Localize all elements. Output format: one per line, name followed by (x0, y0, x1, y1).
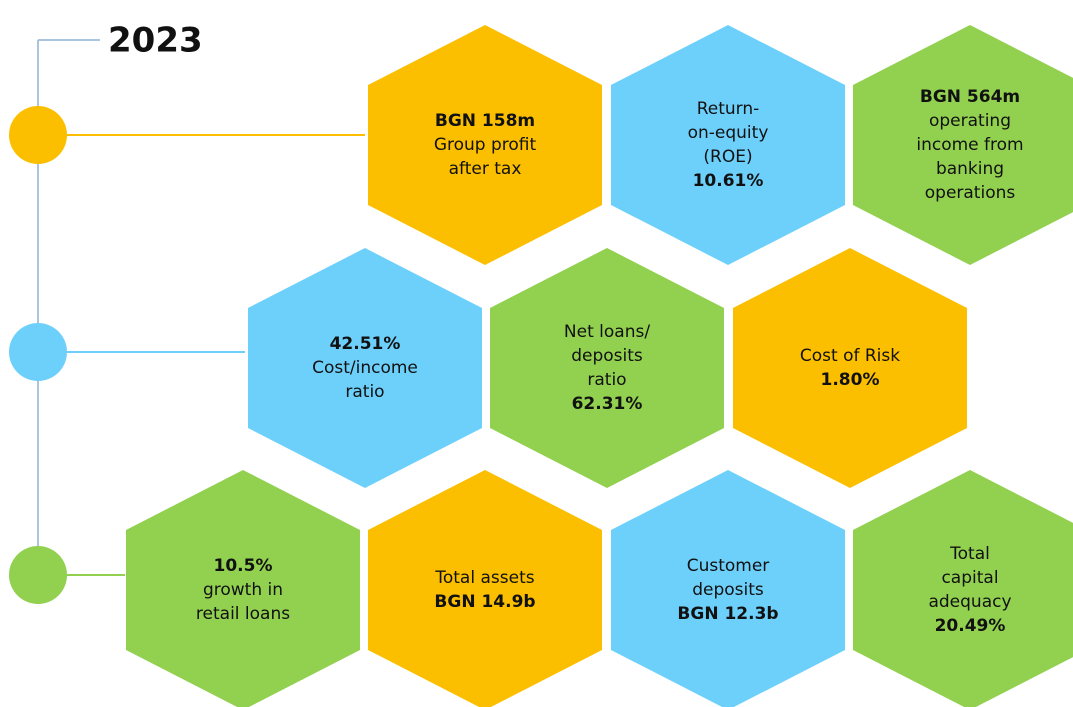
hexagon-text: growth in (203, 580, 283, 600)
hexagon-text: 20.49% (935, 616, 1006, 636)
hexagon-text: 42.51% (330, 334, 401, 354)
hexagon-text: Total (949, 544, 990, 564)
year: 2023 (108, 21, 203, 61)
hexagon-text: on-equity (688, 123, 769, 143)
hexagon-text: capital (941, 568, 998, 588)
timeline-marker (9, 546, 67, 604)
hexagon-text: Total assets (434, 568, 534, 588)
hexagon-text: deposits (571, 346, 643, 366)
hexagon-text: Customer (687, 556, 770, 576)
hexagon-text: (ROE) (703, 147, 752, 167)
hexagon-text: BGN 12.3b (677, 604, 778, 624)
hexagon (733, 248, 967, 488)
hexagon-text: income from (916, 135, 1023, 155)
hexagon (611, 25, 845, 265)
hexagon-text: Return- (697, 99, 760, 119)
hexagon-text: Cost of Risk (800, 346, 900, 366)
hexagon (126, 470, 360, 707)
timeline-marker (9, 323, 67, 381)
hexagon-text: adequacy (928, 592, 1011, 612)
hexagon-text: Net loans/ (564, 322, 650, 342)
hexagon (368, 470, 602, 707)
hexagon-text: 1.80% (821, 370, 880, 390)
hexagon (853, 470, 1073, 707)
hexagon-text: BGN 14.9b (434, 592, 535, 612)
hexagon-text: operating (929, 111, 1011, 131)
hexagon (490, 248, 724, 488)
hexagon-text: ratio (587, 370, 626, 390)
hexagon-text: BGN 564m (920, 87, 1020, 107)
hexagon-text: BGN 158m (435, 111, 535, 131)
hexagon-text: Group profit (434, 135, 537, 155)
hexagon (853, 25, 1073, 265)
hexagon (368, 25, 602, 265)
hexagon-text: 10.5% (214, 556, 273, 576)
hexagon-text: ratio (345, 382, 384, 402)
hexagon-text: Cost/income (312, 358, 418, 378)
hexagon-text: operations (925, 183, 1016, 203)
hexagon (248, 248, 482, 488)
hexagon-text: banking (936, 159, 1004, 179)
hexagon-text: 62.31% (572, 394, 643, 414)
hexagon-text: deposits (692, 580, 764, 600)
hexagon-text: 10.61% (693, 171, 764, 191)
hexagon-text: retail loans (196, 604, 290, 624)
timeline-marker (9, 106, 67, 164)
hexagon (611, 470, 845, 707)
hexagon-text: after tax (449, 159, 522, 179)
